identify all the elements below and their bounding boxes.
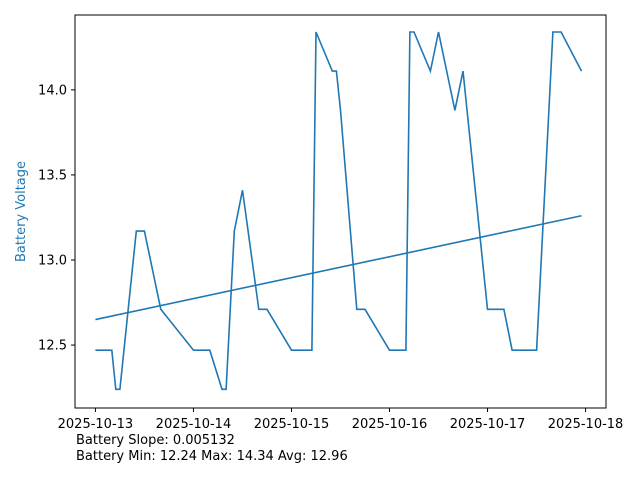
slope-text: Battery Slope: 0.005132 (76, 433, 235, 448)
x-tick-label: 2025-10-18 (548, 417, 624, 432)
x-tick-label: 2025-10-16 (352, 417, 428, 432)
y-axis-label: Battery Voltage (14, 161, 29, 262)
y-tick-label: 14.0 (38, 83, 67, 98)
trend-line (95, 214, 582, 321)
y-tick-label: 13.0 (38, 253, 67, 268)
stats-annotation: Battery Slope: 0.005132 Battery Min: 12.… (76, 433, 348, 465)
x-tick-label: 2025-10-13 (58, 417, 134, 432)
y-tick-label: 13.5 (38, 168, 67, 183)
battery-voltage-line (95, 31, 583, 391)
x-axis-ticks: 2025-10-13 2025-10-14 2025-10-15 2025-10-16… (58, 408, 624, 432)
plot-frame (74, 14, 607, 409)
x-tick-label: 2025-10-15 (254, 417, 330, 432)
min-max-avg-text: Battery Min: 12.24 Max: 14.34 Avg: 12.96 (76, 449, 348, 464)
x-tick-label: 2025-10-14 (156, 417, 232, 432)
y-tick-label: 12.5 (38, 339, 67, 354)
y-axis-ticks: 12.5 13.0 13.5 14.0 (38, 83, 75, 354)
x-tick-label: 2025-10-17 (450, 417, 526, 432)
